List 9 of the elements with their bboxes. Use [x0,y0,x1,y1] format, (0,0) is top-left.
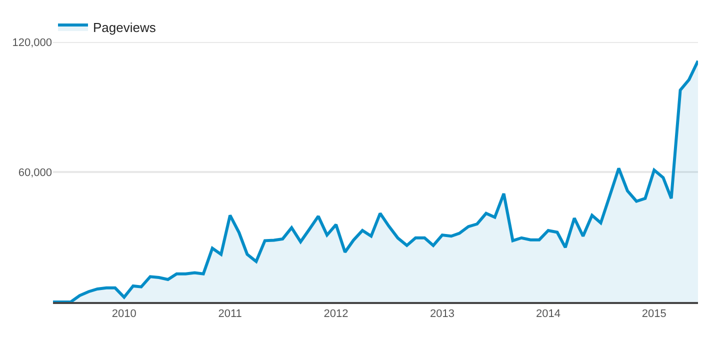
x-tick-label: 2014 [536,308,560,320]
y-tick-label: 120,000 [12,36,52,49]
x-tick-label: 2011 [218,308,242,320]
legend-label: Pageviews [93,20,156,36]
x-tick-label: 2015 [642,308,666,320]
x-tick-label: 2010 [112,308,136,320]
x-tick-label: 2013 [430,308,454,320]
x-tick-label: 2012 [324,308,348,320]
y-tick-label: 60,000 [18,166,52,179]
